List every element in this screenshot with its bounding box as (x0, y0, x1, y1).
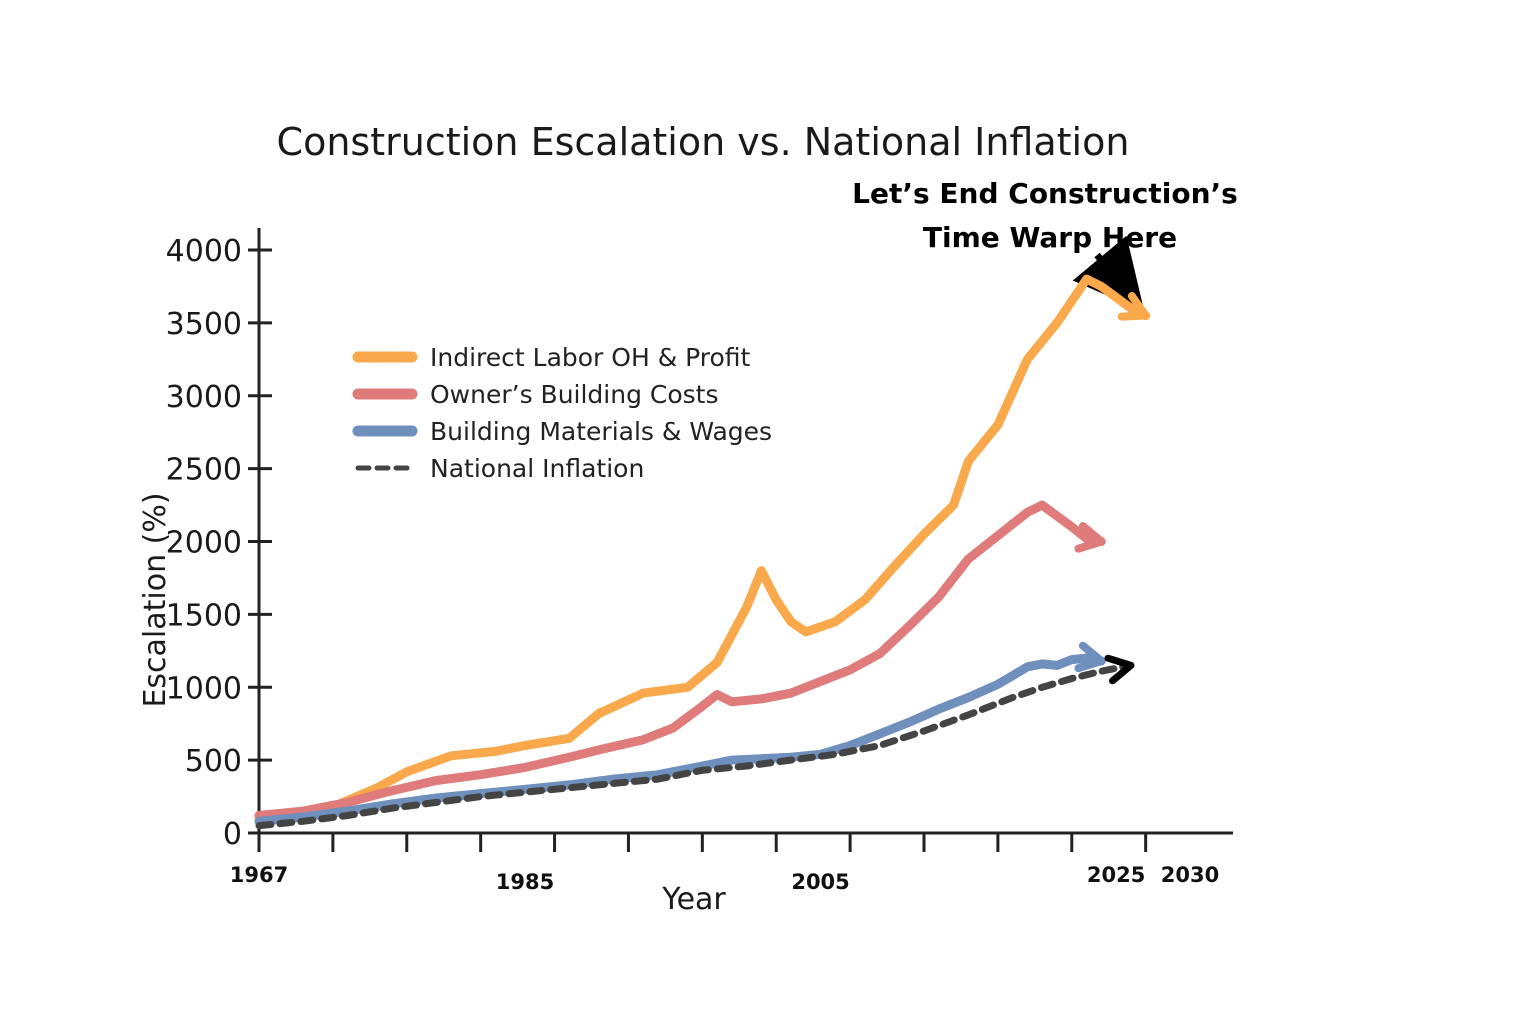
legend-label: Building Materials & Wages (430, 417, 772, 446)
annotation-line-2: Time Warp Here (923, 221, 1177, 254)
x-tick-label: 2005 (791, 870, 849, 894)
series-arrow-1 (1074, 522, 1106, 553)
legend-label: National Inflation (430, 454, 644, 483)
series-arrow-3 (1104, 654, 1135, 685)
y-tick-label: 1500 (166, 598, 242, 633)
annotation: Let’s End Construction’s Time Warp Here (852, 177, 1238, 312)
y-ticks: 0 500 1000 1500 2000 2500 3000 3500 4000 (166, 234, 272, 852)
y-tick-label: 0 (223, 817, 242, 852)
y-tick-label: 500 (185, 744, 242, 779)
annotation-arrow (1072, 235, 1145, 312)
y-tick-label: 4000 (166, 234, 242, 269)
legend-label: Owner’s Building Costs (430, 380, 719, 409)
chart-title: Construction Escalation vs. National Inf… (277, 120, 1130, 164)
y-tick-label: 2500 (166, 453, 242, 488)
y-tick-label: 3000 (166, 380, 242, 415)
series-line-1 (254, 500, 1106, 820)
series-arrow-0 (1117, 292, 1150, 321)
y-tick-label: 1000 (166, 671, 242, 706)
y-axis-label: Escalation (%) (138, 492, 173, 707)
series-line-0 (254, 274, 1151, 823)
series-line-3 (255, 661, 1135, 830)
legend-label: Indirect Labor OH & Profit (430, 343, 751, 372)
x-tick-label: 2030 (1161, 863, 1219, 887)
series-arrow-2 (1074, 641, 1106, 673)
y-tick-label: 3500 (166, 307, 242, 342)
legend: Indirect Labor OH & Profit Owner’s Buildi… (352, 343, 772, 483)
annotation-line-1: Let’s End Construction’s (852, 177, 1238, 210)
y-tick-label: 2000 (166, 526, 242, 561)
x-ticks: 1967 1985 2005 2025 2030 (230, 833, 1219, 894)
x-axis-label: Year (661, 882, 726, 917)
x-tick-label: 2025 (1087, 863, 1145, 887)
series-group (254, 274, 1151, 830)
x-tick-label: 1967 (230, 863, 288, 887)
x-tick-label: 1985 (496, 870, 554, 894)
